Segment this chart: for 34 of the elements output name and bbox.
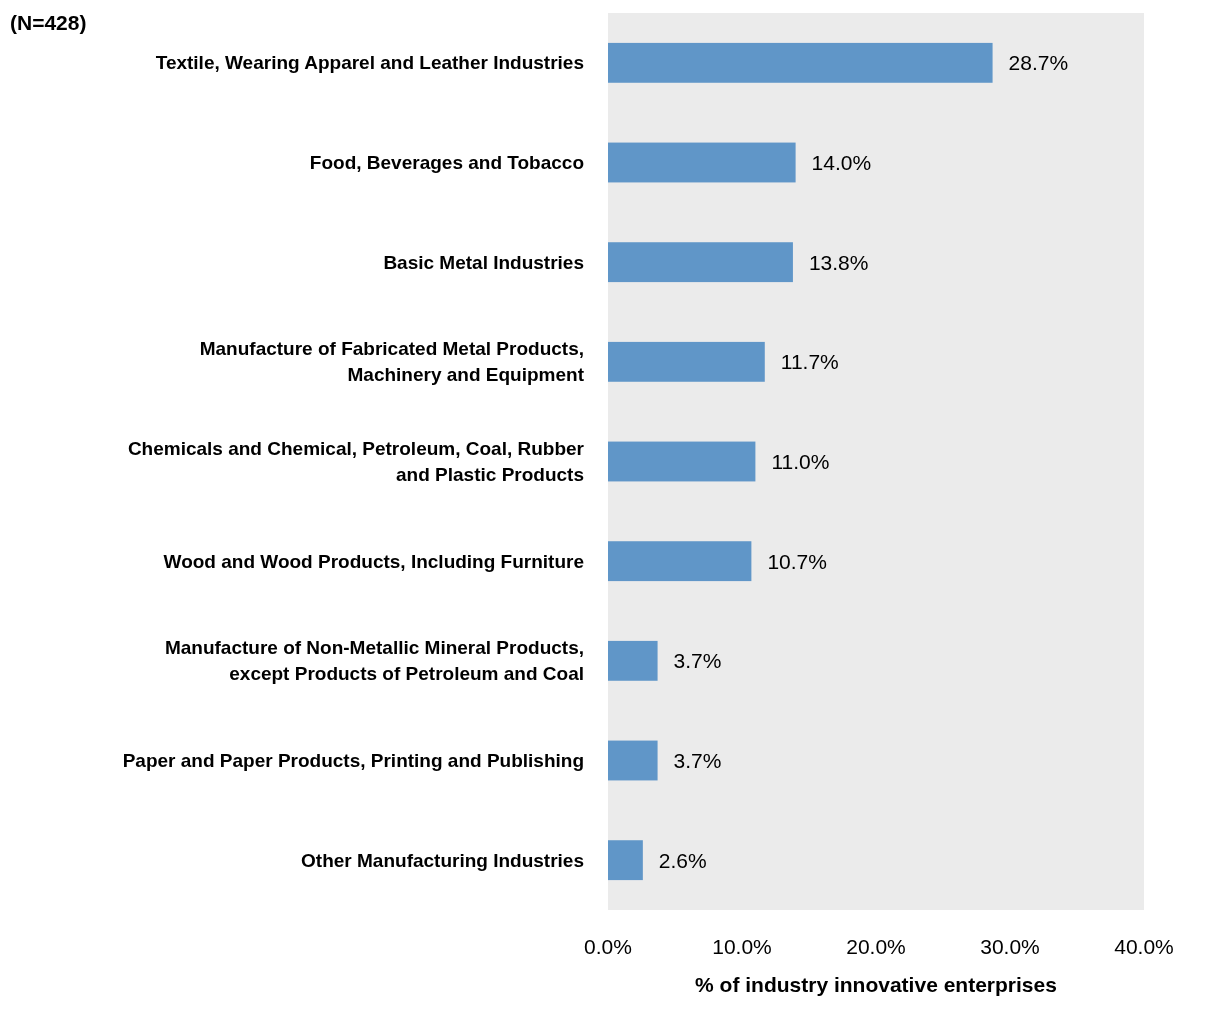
data-label: 11.0% [771,449,830,473]
data-label: 14.0% [811,150,872,174]
bar [608,341,765,382]
data-label: 11.7% [780,350,839,374]
x-tick-label: 30.0% [980,935,1040,958]
bar [608,142,796,183]
y-tick-label: Wood and Wood Products, Including Furniture [163,550,584,572]
data-label: 10.7% [767,549,827,573]
data-label: 3.7% [673,649,722,673]
y-tick-label: Manufacture of Fabricated Metal Products, Machinery and Equipment [199,338,585,386]
bar [608,242,793,283]
y-tick-label: Textile, Wearing Apparel and Leather Industries [155,52,584,74]
bar [608,640,658,681]
text: (N=428) [10,11,87,34]
y-tick-label: Chemicals and Chemical, Petroleum, Coal, Rubber and Plastic Products [127,438,585,486]
bar [608,740,658,781]
y-tick-label: Manufacture of Non-Metallic Mineral Products, except Products of Petroleum and Coal [164,637,584,685]
bar [608,541,752,582]
bar [608,441,756,482]
data-label: 28.7% [1008,51,1069,75]
y-tick-label: Food, Beverages and Tobacco [309,152,584,174]
bar [608,42,993,83]
x-axis-title: % of industry innovative enterprises [695,973,1057,996]
data-label: 2.6% [658,848,707,872]
bar [608,840,643,881]
x-tick-label: 20.0% [846,935,906,958]
y-tick-label: Other Manufacturing Industries [301,849,584,871]
x-tick-label: 10.0% [712,935,772,958]
y-tick-label: Paper and Paper Products, Printing and Publishing [122,750,584,772]
x-tick-label: 40.0% [1114,935,1174,958]
data-label: 13.8% [808,250,869,274]
x-tick-label: 0.0% [584,935,632,958]
y-tick-label: Basic Metal Industries [383,251,584,273]
data-label: 3.7% [673,748,722,772]
